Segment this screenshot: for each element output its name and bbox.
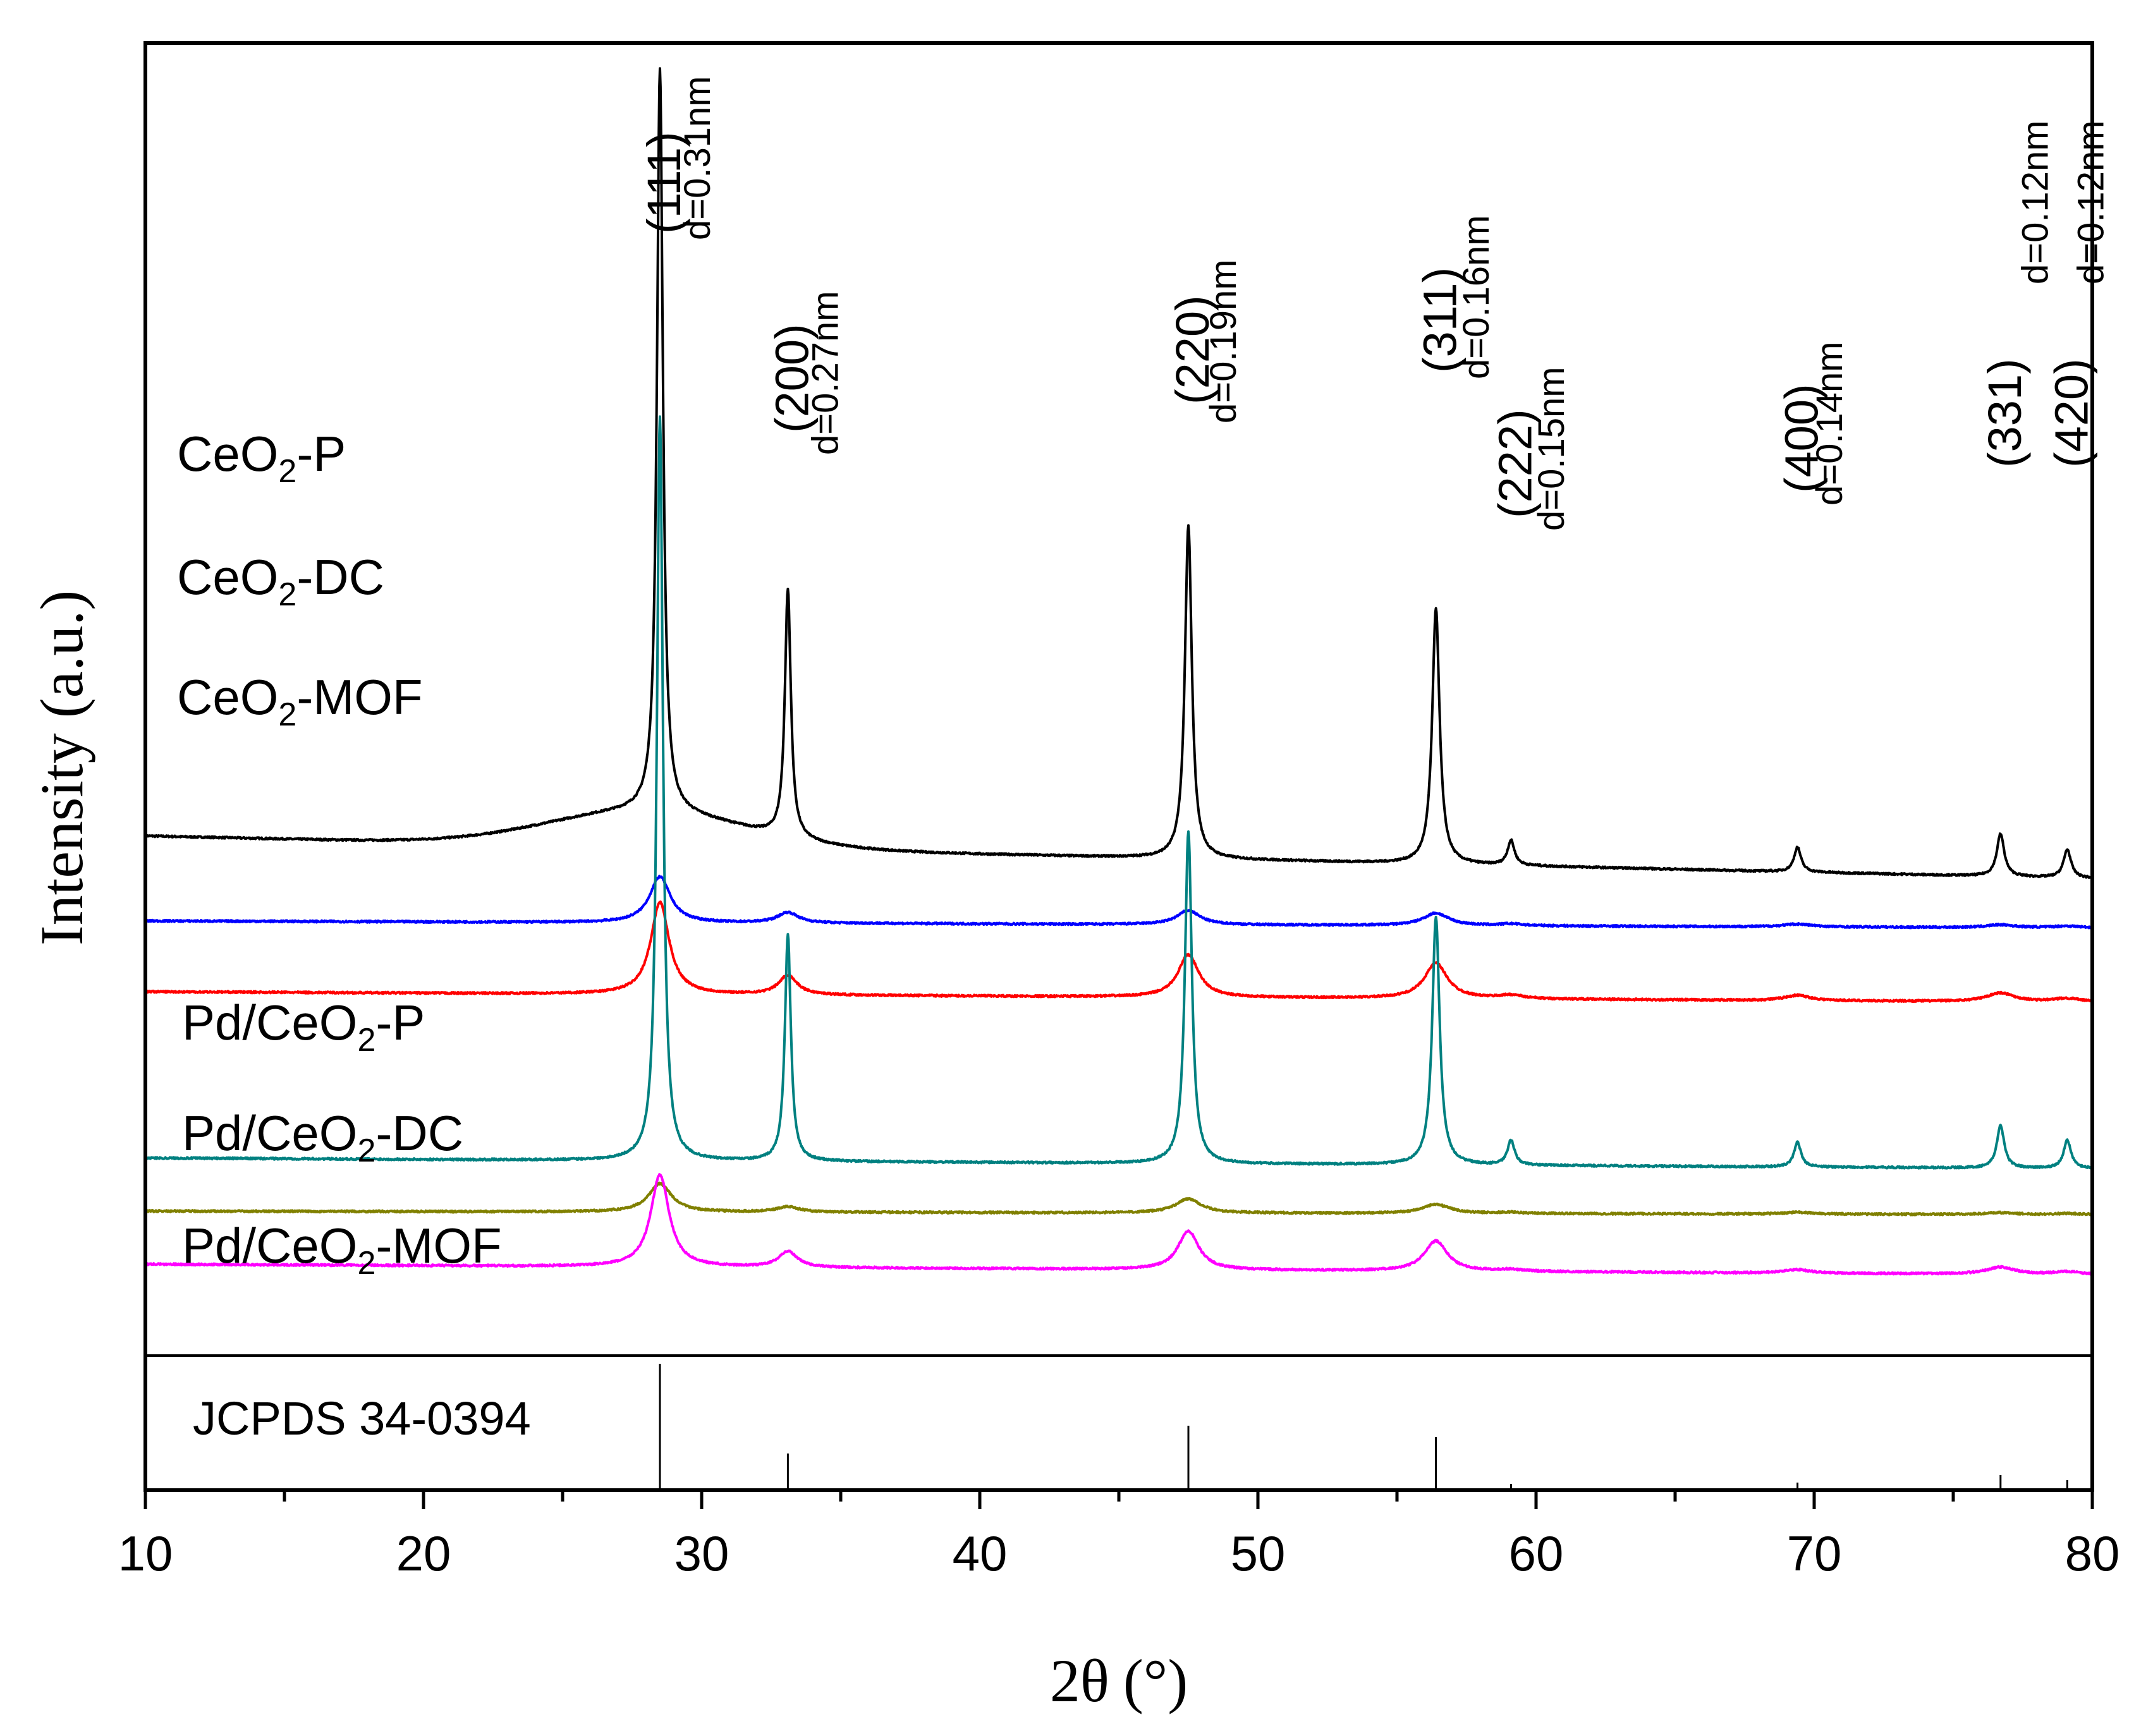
peak-d-spacing-label: d=0.15nm: [1531, 367, 1572, 531]
peak-hkl-label: (331): [1979, 358, 2031, 468]
peak-label-layer: (111)d=0.31nm (200)d=0.27nm (220)d=0.19nm (…: [638, 76, 2112, 531]
reference-label: JCPDS 34-0394: [193, 1392, 531, 1445]
x-tick-label: 50: [1231, 1526, 1286, 1581]
peak-hkl-label: (200): [765, 324, 818, 433]
x-axis-ticks: 10 20 30 40 50 60 70 80: [118, 1490, 2120, 1581]
peak-d-spacing-label: d=0.31nm: [677, 76, 718, 240]
peak-hkl-label: (220): [1166, 295, 1219, 404]
series-label-part: -MOF: [296, 669, 422, 725]
series-label-s5: Pd/CeO2-DC: [182, 1105, 463, 1169]
peak-hkl-label: (400): [1776, 384, 1828, 493]
peak-d-spacing-label: d=0.16nm: [1456, 215, 1497, 379]
series-label-s1: CeO2-P: [177, 426, 346, 490]
series-label-s3: CeO2-MOF: [177, 669, 423, 733]
series-line-s4: [144, 415, 2094, 1170]
x-tick-label: 20: [396, 1526, 451, 1581]
x-axis-label-unit: (°): [1123, 1647, 1188, 1715]
series-label-part: -P: [375, 995, 425, 1050]
series-label-part: Pd/CeO: [182, 1105, 357, 1161]
series-label-part: Pd/CeO: [182, 995, 357, 1050]
peak-d-spacing-label: d=0.14nm: [1809, 341, 1850, 506]
x-tick-label: 40: [953, 1526, 1008, 1581]
series-label-subscript: 2: [278, 576, 296, 613]
peak-hkl-label: (222): [1489, 409, 1541, 518]
series-label-part: -MOF: [375, 1218, 501, 1273]
peak-hkl-label: (311): [1414, 267, 1467, 373]
series-line-s2: [144, 875, 2094, 930]
peak-d-spacing-label: d=0.27nm: [805, 291, 846, 455]
reference-panel: JCPDS 34-0394: [193, 1364, 2068, 1490]
series-line-s6: [144, 1173, 2094, 1276]
series-label-part: Pd/CeO: [182, 1218, 357, 1273]
series-label-part: CeO: [177, 669, 278, 725]
series-label-layer: CeO2-PCeO2-DCCeO2-MOFPd/CeO2-PPd/CeO2-DC…: [177, 426, 502, 1282]
series-label-part: -DC: [375, 1105, 463, 1161]
y-axis-label: Intensity (a.u.): [28, 590, 95, 946]
series-label-part: CeO: [177, 549, 278, 605]
peak-hkl-label: (111): [638, 131, 690, 234]
series-line-s1: [144, 67, 2094, 879]
series-label-subscript: 2: [357, 1245, 375, 1282]
series-label-subscript: 2: [357, 1022, 375, 1059]
x-tick-label: 70: [1787, 1526, 1842, 1581]
series-label-s6: Pd/CeO2-MOF: [182, 1218, 502, 1282]
series-label-s2: CeO2-DC: [177, 549, 384, 613]
peak-hkl-label: (420): [2045, 358, 2097, 468]
x-tick-label: 10: [118, 1526, 173, 1581]
x-tick-label: 30: [674, 1526, 729, 1581]
x-tick-label: 80: [2065, 1526, 2120, 1581]
series-line-s3: [144, 900, 2094, 1003]
series-label-s4: Pd/CeO2-P: [182, 995, 425, 1059]
series-label-part: CeO: [177, 426, 278, 482]
x-axis-label: 2θ (°): [1050, 1647, 1188, 1715]
peak-d-spacing-label: d=0.19nm: [1203, 259, 1244, 423]
series-label-part: -DC: [296, 549, 384, 605]
series-layer: [144, 67, 2094, 1276]
series-label-part: -P: [296, 426, 346, 482]
series-line-s5: [144, 1181, 2094, 1217]
x-tick-label: 60: [1509, 1526, 1564, 1581]
peak-d-spacing-label: d=0.12nm: [2015, 120, 2056, 284]
x-axis-label-main: 2θ: [1050, 1647, 1109, 1715]
series-label-subscript: 2: [357, 1132, 375, 1169]
series-label-subscript: 2: [278, 453, 296, 490]
series-label-subscript: 2: [278, 696, 296, 733]
